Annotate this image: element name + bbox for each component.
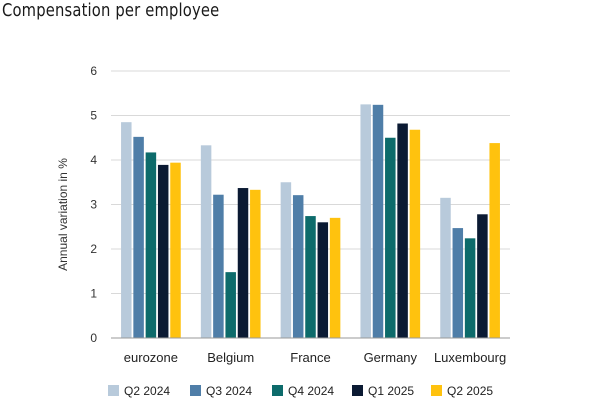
legend-item: Q2 2025: [431, 384, 493, 398]
bar: [170, 162, 181, 338]
bar: [292, 195, 304, 338]
legend-label: Q2 2025: [447, 384, 493, 398]
bar: [157, 164, 169, 338]
y-tick-label: 2: [90, 242, 97, 256]
bar: [397, 123, 408, 338]
bars: [121, 104, 500, 338]
x-category-label: Germany: [364, 350, 418, 365]
y-tick-label: 1: [90, 287, 97, 301]
bar: [440, 197, 451, 338]
legend-swatch: [352, 385, 363, 396]
legend-label: Q4 2024: [288, 384, 334, 398]
legend-label: Q2 2024: [124, 384, 170, 398]
x-category-label: eurozone: [124, 350, 178, 365]
legend-item: Q4 2024: [272, 384, 334, 398]
bar: [250, 189, 261, 338]
legend: Q2 2024 Q3 2024 Q4 2024 Q1 2025 Q2 2025: [108, 384, 493, 398]
y-tick-label: 5: [90, 109, 97, 123]
bar: [200, 145, 212, 338]
bar: [225, 272, 236, 338]
x-category-label: Belgium: [207, 350, 254, 365]
bar: [452, 228, 464, 338]
bar: [489, 143, 500, 338]
bar: [360, 104, 371, 338]
x-category-label: Luxembourg: [434, 350, 506, 365]
bar: [317, 222, 329, 338]
y-tick-label: 4: [90, 153, 97, 167]
bar: [133, 136, 144, 338]
bar: [121, 122, 132, 338]
chart-title: Compensation per employee: [2, 0, 220, 21]
bar: [385, 137, 396, 338]
legend-label: Q1 2025: [368, 384, 414, 398]
bar: [305, 216, 316, 338]
legend-swatch: [272, 385, 283, 396]
x-category-label: France: [290, 350, 330, 365]
y-tick-label: 6: [90, 64, 97, 78]
bar: [280, 182, 292, 338]
y-tick-label: 3: [90, 198, 97, 212]
y-tick-label: 0: [90, 331, 97, 345]
bar: [145, 152, 157, 338]
bar: [213, 194, 224, 338]
legend-item: Q2 2024: [108, 384, 170, 398]
bar: [409, 129, 421, 338]
bar: [237, 188, 249, 338]
legend-item: Q3 2024: [190, 384, 252, 398]
bar: [329, 217, 341, 338]
y-axis-label: Annual variation in %: [56, 158, 70, 271]
bar: [372, 104, 384, 338]
legend-swatch: [108, 385, 119, 396]
legend-swatch: [190, 385, 201, 396]
legend-item: Q1 2025: [352, 384, 414, 398]
legend-swatch: [431, 385, 442, 396]
bar: [464, 238, 476, 338]
y-axis-ticks: 0 1 2 3 4 5 6: [90, 64, 97, 345]
x-axis-categories: eurozone Belgium France Germany Luxembourg: [124, 350, 506, 365]
bar: [477, 214, 488, 338]
legend-label: Q3 2024: [206, 384, 252, 398]
